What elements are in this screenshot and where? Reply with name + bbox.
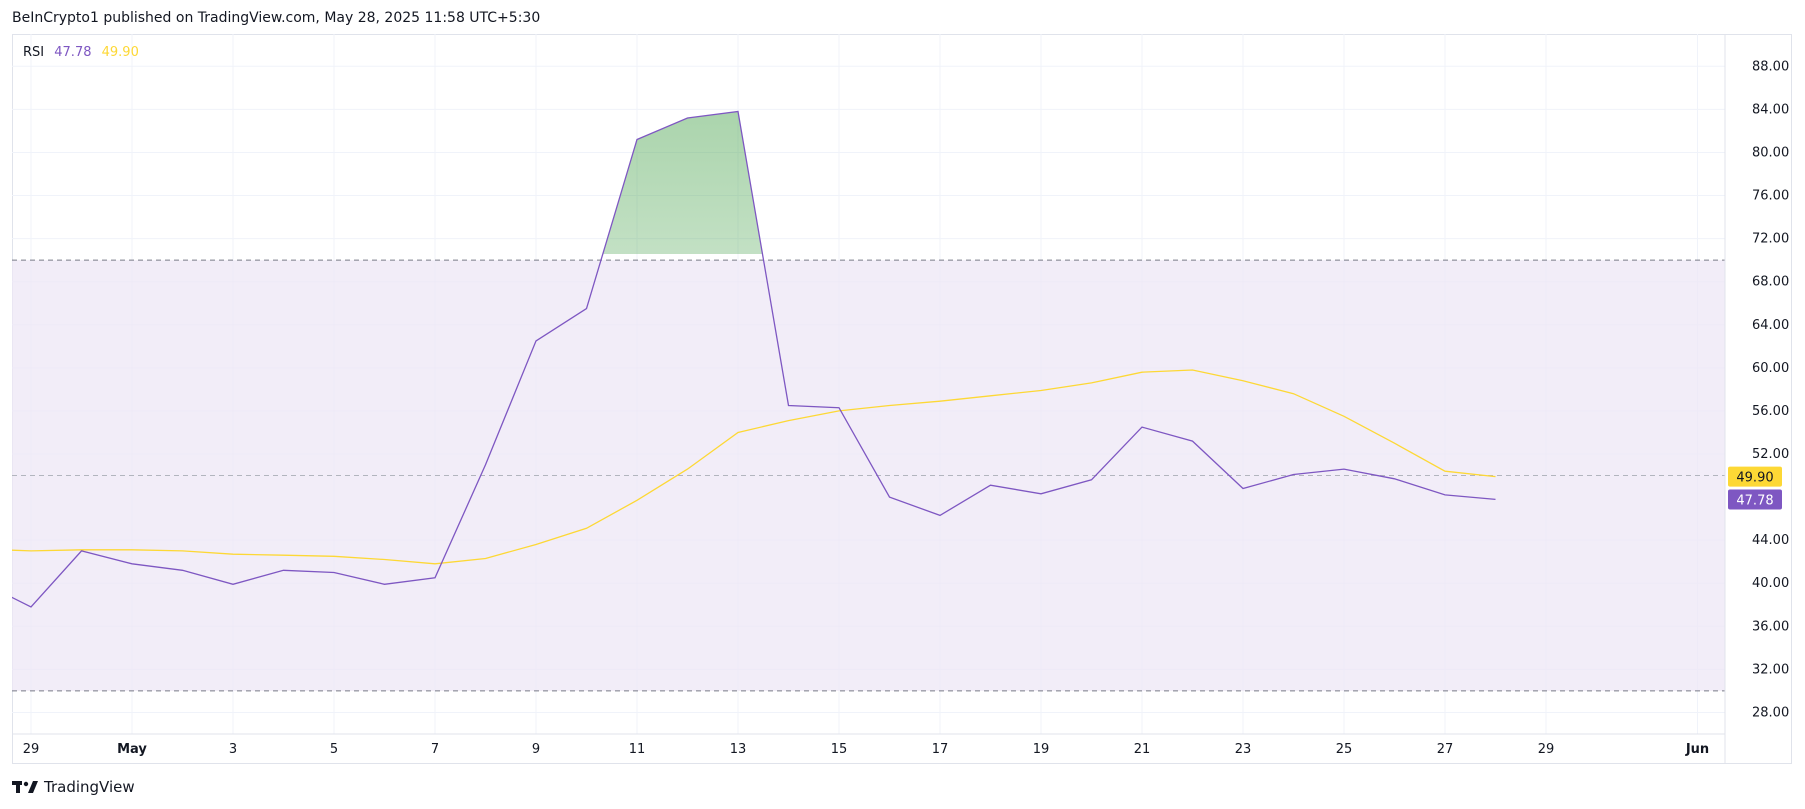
y-tick-label: 60.00 [1752, 361, 1789, 376]
indicator-legend[interactable]: RSI 47.78 49.90 [23, 45, 139, 60]
rsi-last-value-label: 47.78 [1736, 493, 1773, 508]
band-lines [12, 259, 1725, 692]
x-tick-label: 19 [1033, 742, 1050, 757]
legend-name: RSI [23, 45, 45, 60]
x-tick-label: Jun [1685, 742, 1709, 757]
x-tick-label: 11 [629, 742, 646, 757]
y-tick-label: 56.00 [1752, 404, 1789, 419]
x-tick-label: 17 [932, 742, 949, 757]
y-tick-label: 64.00 [1752, 318, 1789, 333]
tradingview-logo-icon [12, 780, 38, 794]
last-value-labels: 49.90 47.78 [1728, 466, 1782, 510]
published-header: BeInCrypto1 published on TradingView.com… [12, 10, 541, 26]
x-tick-label: 27 [1437, 742, 1454, 757]
overbought-fill [602, 111, 763, 254]
legend-ma-value: 49.90 [101, 45, 139, 60]
y-tick-label: 44.00 [1752, 533, 1789, 548]
y-tick-label: 72.00 [1752, 232, 1789, 247]
y-tick-label: 68.00 [1752, 275, 1789, 290]
y-axis: 88.00 84.00 80.00 76.00 72.00 68.00 64.00 60.00… [1752, 59, 1789, 720]
rsi-line [12, 110, 1496, 608]
x-tick-label: 9 [532, 742, 540, 757]
footer-brand-text: TradingView [44, 778, 135, 796]
y-tick-label: 32.00 [1752, 662, 1789, 677]
x-tick-label: 15 [831, 742, 848, 757]
y-tick-label: 52.00 [1752, 447, 1789, 462]
legend-rsi-value: 47.78 [54, 45, 92, 60]
ma-last-value-label: 49.90 [1736, 471, 1773, 486]
x-axis: 29 May 3 5 7 9 11 13 15 17 19 21 23 25 27 29 Jun [23, 742, 1709, 757]
y-tick-label: 28.00 [1752, 705, 1789, 720]
x-tick-label: 3 [229, 742, 237, 757]
y-tick-label: 80.00 [1752, 145, 1789, 160]
ma-last-value-label-bg [1728, 466, 1782, 487]
y-tick-label: 88.00 [1752, 59, 1789, 74]
series-group [12, 110, 1496, 608]
ma-line [12, 369, 1496, 565]
x-tick-label: May [117, 742, 147, 757]
x-tick-label: 21 [1134, 742, 1151, 757]
y-tick-label: 84.00 [1752, 102, 1789, 117]
x-tick-label: 7 [431, 742, 439, 757]
x-tick-label: 5 [330, 742, 338, 757]
footer-brand[interactable]: TradingView [12, 778, 135, 796]
x-tick-label: 13 [730, 742, 747, 757]
x-tick-label: 29 [23, 742, 40, 757]
x-tick-label: 29 [1538, 742, 1555, 757]
y-tick-label: 36.00 [1752, 619, 1789, 634]
x-tick-label: 25 [1336, 742, 1353, 757]
rsi-last-value-label-bg [1728, 489, 1782, 510]
y-tick-label: 76.00 [1752, 189, 1789, 204]
y-tick-label: 40.00 [1752, 576, 1789, 591]
x-tick-label: 23 [1235, 742, 1252, 757]
